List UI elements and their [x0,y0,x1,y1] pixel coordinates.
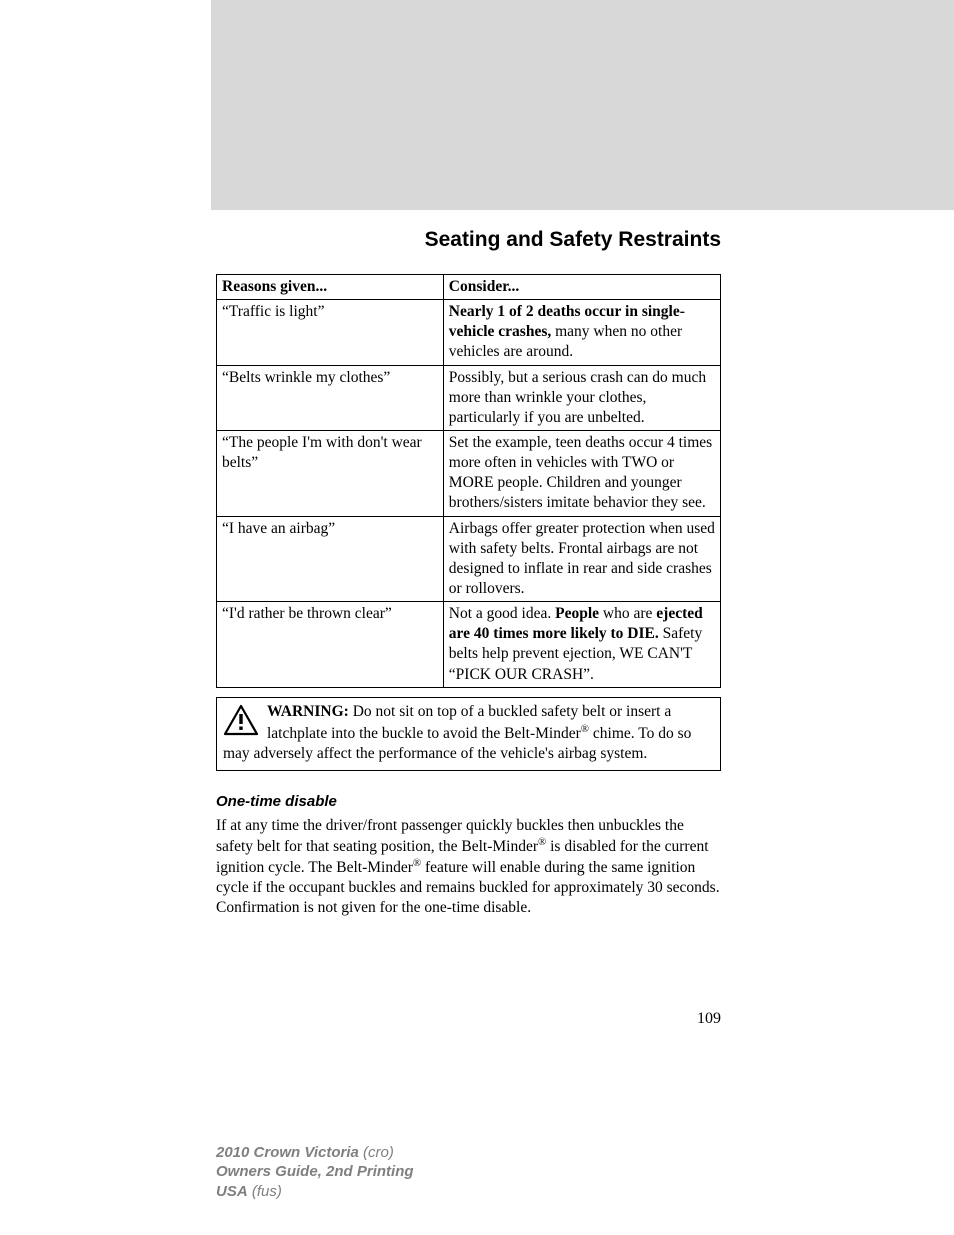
table-row: “Traffic is light” Nearly 1 of 2 deaths … [217,300,721,365]
registered-mark: ® [581,723,589,735]
reasons-table: Reasons given... Consider... “Traffic is… [216,274,721,688]
footer-line: USA (fus) [216,1182,414,1202]
consider-cell: Possibly, but a serious crash can do muc… [443,365,720,430]
consider-cell: Airbags offer greater protection when us… [443,516,720,602]
header-gray-bar [211,0,954,210]
footer-bold: 2010 Crown Victoria [216,1144,359,1161]
bold-text: People [555,605,599,622]
page-content: Seating and Safety Restraints Reasons gi… [216,228,721,1028]
table-header-row: Reasons given... Consider... [217,275,721,300]
warning-label: WARNING: [267,703,349,720]
footer-line: Owners Guide, 2nd Printing [216,1162,414,1182]
consider-cell: Not a good idea. People who are ejected … [443,602,720,688]
reason-cell: “Traffic is light” [217,300,444,365]
reason-cell: “I have an airbag” [217,516,444,602]
section-heading: One-time disable [216,793,721,810]
registered-mark: ® [538,836,546,848]
consider-cell: Nearly 1 of 2 deaths occur in single-veh… [443,300,720,365]
page-number: 109 [216,1010,721,1028]
warning-triangle-icon [223,704,259,742]
footer-bold: USA [216,1183,248,1200]
table-row: “The people I'm with don't wear belts” S… [217,430,721,516]
footer-line: 2010 Crown Victoria (cro) [216,1143,414,1163]
body-paragraph: If at any time the driver/front passenge… [216,816,721,917]
chapter-title: Seating and Safety Restraints [216,228,721,252]
table-row: “I have an airbag” Airbags offer greater… [217,516,721,602]
text: Not a good idea. [449,605,555,622]
registered-mark: ® [413,857,421,869]
footer-light: (cro) [359,1144,394,1161]
table-row: “Belts wrinkle my clothes” Possibly, but… [217,365,721,430]
header-consider: Consider... [443,275,720,300]
table-row: “I'd rather be thrown clear” Not a good … [217,602,721,688]
warning-box: WARNING: Do not sit on top of a buckled … [216,697,721,772]
footer: 2010 Crown Victoria (cro) Owners Guide, … [216,1143,414,1202]
footer-light: (fus) [248,1183,282,1200]
reason-cell: “The people I'm with don't wear belts” [217,430,444,516]
header-reasons: Reasons given... [217,275,444,300]
consider-cell: Set the example, teen deaths occur 4 tim… [443,430,720,516]
reason-cell: “I'd rather be thrown clear” [217,602,444,688]
reason-cell: “Belts wrinkle my clothes” [217,365,444,430]
text: who are [599,605,656,622]
